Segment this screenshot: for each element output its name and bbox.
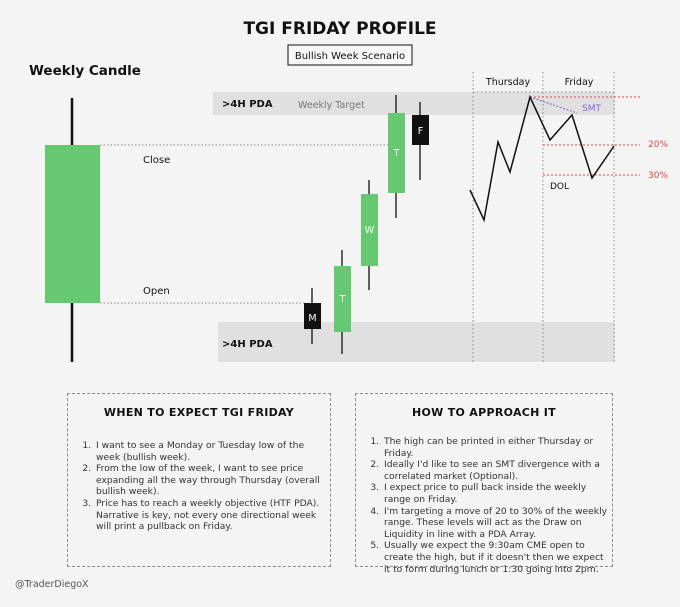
smt-label: SMT	[582, 104, 601, 114]
smt-line	[529, 96, 578, 114]
list-item: I expect price to pull back inside the w…	[382, 482, 612, 505]
how-to-approach-panel: HOW TO APPROACH IT The high can be print…	[355, 393, 613, 575]
close-label: Close	[143, 155, 170, 166]
list-item: Usually we expect the 9:30am CME open to…	[382, 540, 612, 575]
subtitle: Bullish Week Scenario	[295, 51, 405, 62]
friday-label: Friday	[565, 77, 594, 88]
author-credit: @TraderDiegoX	[15, 579, 89, 590]
pda-band-bottom	[218, 322, 615, 362]
list-item: The high can be printed in either Thursd…	[382, 436, 612, 459]
when-to-expect-panel: WHEN TO EXPECT TGI FRIDAY I want to see …	[67, 393, 331, 567]
weekly-target-label: Weekly Target	[298, 100, 365, 111]
day-candle-thursday: T	[388, 95, 405, 218]
weekly-candle-label: Weekly Candle	[29, 63, 141, 79]
intraday-price-path	[469, 94, 615, 223]
list-item: I want to see a Monday or Tuesday low of…	[94, 440, 330, 463]
day-candle-wednesday: W	[361, 180, 378, 290]
pda-top-label: >4H PDA	[222, 99, 273, 110]
how-to-approach-list: The high can be printed in either Thursd…	[356, 436, 612, 575]
day-letter-thursday: T	[393, 148, 400, 159]
subtitle-box	[287, 44, 413, 66]
pda-band-top	[213, 92, 615, 115]
list-item: I'm targeting a move of 20 to 30% of the…	[382, 506, 612, 541]
how-to-approach-title: HOW TO APPROACH IT	[412, 406, 556, 419]
day-candle-monday: M	[304, 288, 321, 344]
list-item: Ideally I'd like to see an SMT divergenc…	[382, 459, 612, 482]
dol-label: DOL	[550, 182, 569, 192]
weekly-candle-body	[45, 145, 100, 303]
list-item: From the low of the week, I want to see …	[94, 463, 330, 498]
day-letter-tuesday: T	[339, 294, 346, 305]
list-item: Price has to reach a weekly objective (H…	[94, 498, 330, 533]
day-letter-friday: F	[418, 126, 423, 137]
day-letter-wednesday: W	[365, 225, 375, 236]
level-20-label: 20%	[648, 140, 668, 150]
when-to-expect-list: I want to see a Monday or Tuesday low of…	[68, 440, 330, 533]
page-title: TGI FRIDAY PROFILE	[243, 19, 436, 39]
day-letter-monday: M	[308, 313, 316, 324]
pda-bottom-label: >4H PDA	[222, 339, 273, 350]
thursday-label: Thursday	[485, 77, 531, 88]
level-30-label: 30%	[648, 171, 668, 181]
day-candle-friday: F	[412, 102, 429, 180]
open-label: Open	[143, 286, 170, 297]
day-candle-tuesday: T	[334, 250, 351, 354]
when-to-expect-title: WHEN TO EXPECT TGI FRIDAY	[103, 406, 295, 419]
